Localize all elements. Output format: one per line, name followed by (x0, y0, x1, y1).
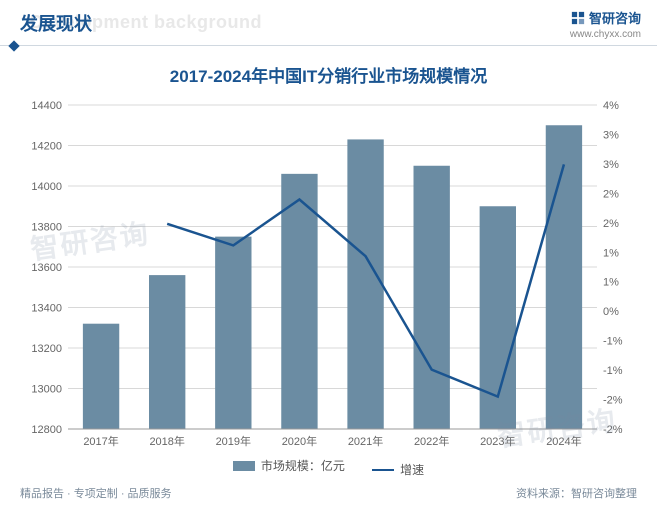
legend-line-swatch (372, 469, 394, 471)
svg-text:3%: 3% (603, 129, 619, 141)
svg-text:-1%: -1% (603, 336, 623, 348)
chart-area: 12800 13000 13200 13400 13600 13800 14000 14200… (20, 95, 637, 455)
svg-text:4%: 4% (603, 100, 619, 112)
svg-text:1%: 1% (603, 277, 619, 289)
svg-text:2020年: 2020年 (282, 434, 317, 448)
svg-text:0%: 0% (603, 306, 619, 318)
chart-title: 2017-2024年中国IT分销行业市场规模情况 (0, 62, 657, 87)
svg-text:2023年: 2023年 (480, 434, 515, 448)
svg-text:2%: 2% (603, 218, 619, 230)
svg-text:12800: 12800 (31, 424, 62, 436)
svg-text:13000: 13000 (31, 384, 62, 396)
svg-text:1%: 1% (603, 247, 619, 259)
brand-name: 智研咨询 (589, 8, 641, 27)
svg-text:-1%: -1% (603, 365, 623, 377)
svg-text:2022年: 2022年 (414, 434, 449, 448)
svg-text:13400: 13400 (31, 303, 62, 315)
svg-text:2019年: 2019年 (216, 434, 251, 448)
svg-text:2%: 2% (603, 188, 619, 200)
svg-text:-2%: -2% (603, 424, 623, 436)
chart-svg: 12800 13000 13200 13400 13600 13800 14000 14200… (20, 95, 637, 455)
brand-url: www.chyxx.com (570, 29, 641, 40)
svg-text:13800: 13800 (31, 222, 62, 234)
svg-text:2024年: 2024年 (546, 434, 581, 448)
svg-text:14000: 14000 (31, 181, 62, 193)
header: Development background 发展现状 智研咨询 www.chy… (0, 0, 657, 46)
svg-text:13600: 13600 (31, 262, 62, 274)
svg-text:2018年: 2018年 (149, 434, 184, 448)
svg-text:2021年: 2021年 (348, 434, 383, 448)
svg-text:14400: 14400 (31, 100, 62, 112)
footer-right: 资料来源：智研咨询整理 (516, 485, 637, 501)
legend-bar-label: 市场规模：亿元 (261, 457, 345, 474)
footer-left: 精品报告 · 专项定制 · 品质服务 (20, 485, 172, 501)
legend-line-label: 增速 (400, 461, 424, 478)
legend-bar-swatch (233, 461, 255, 471)
legend-bar-item: 市场规模：亿元 (233, 457, 345, 474)
header-title: 发展现状 (20, 14, 92, 34)
svg-text:3%: 3% (603, 159, 619, 171)
footer: 精品报告 · 专项定制 · 品质服务 资料来源：智研咨询整理 (0, 485, 657, 501)
svg-text:-2%: -2% (603, 395, 623, 407)
svg-text:14200: 14200 (31, 141, 62, 153)
header-divider (0, 45, 657, 46)
brand-block: 智研咨询 www.chyxx.com (570, 8, 641, 40)
svg-text:13200: 13200 (31, 343, 62, 355)
legend: 市场规模：亿元 增速 (0, 457, 657, 478)
legend-line-item: 增速 (372, 461, 424, 478)
brand-logo-icon (571, 11, 585, 25)
svg-text:2017年: 2017年 (83, 434, 118, 448)
header-diamond-icon (8, 40, 19, 51)
